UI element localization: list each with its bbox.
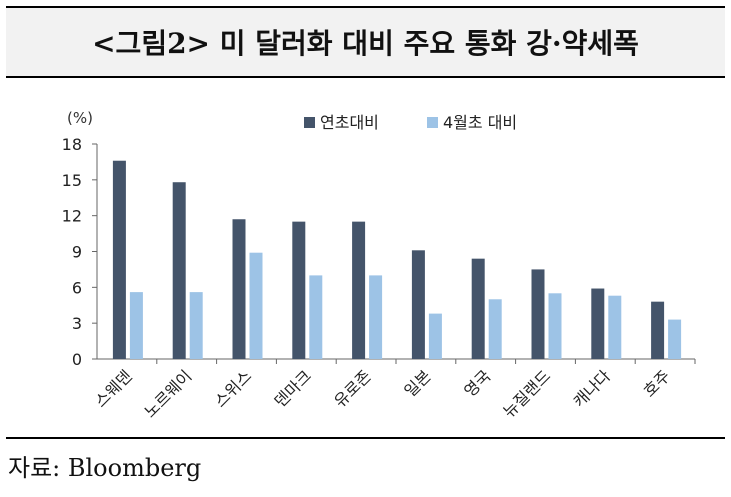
bar-since-april	[249, 252, 263, 359]
bar-ytd	[232, 219, 246, 359]
bar-since-april	[369, 275, 383, 359]
bar-ytd	[411, 250, 425, 359]
source-divider	[6, 437, 725, 439]
bar-since-april	[309, 275, 323, 359]
legend-swatch	[304, 117, 315, 128]
y-tick-label: 6	[72, 278, 82, 297]
bar-since-april	[488, 299, 502, 359]
y-tick-label: 18	[62, 135, 82, 154]
bar-since-april	[129, 292, 143, 359]
y-tick-label: 12	[62, 207, 82, 226]
chart-title: <그림2> 미 달러화 대비 주요 통화 강·약세폭	[92, 27, 639, 60]
y-tick-label: 15	[62, 171, 82, 190]
bar-ytd	[591, 288, 605, 359]
x-category-label: 캐나다	[569, 366, 614, 411]
bar-chart: (%) 0 3 6 9 12 15 18 스웨덴 노르웨이 스위스 덴마크 유로존 일본 영국 뉴질랜드 캐나다…	[62, 109, 696, 421]
legend-label: 4월초 대비	[443, 113, 517, 132]
bar-ytd	[352, 221, 366, 359]
bar-ytd	[531, 269, 545, 359]
x-category-label: 스위스	[211, 366, 256, 411]
source-note: 자료: Bloomberg	[8, 454, 202, 482]
y-axis-unit: (%)	[67, 109, 93, 127]
legend-swatch	[427, 117, 438, 128]
title-band: <그림2> 미 달러화 대비 주요 통화 강·약세폭	[6, 6, 725, 78]
x-category-label: 뉴질랜드	[499, 366, 554, 421]
bar-ytd	[471, 258, 485, 359]
bar-since-april	[608, 295, 622, 359]
bar-since-april	[189, 292, 203, 359]
x-category-label: 스웨덴	[91, 366, 136, 411]
bar-ytd	[172, 182, 186, 359]
x-category-label: 호주	[640, 366, 674, 400]
x-category-label: 덴마크	[270, 366, 315, 411]
legend-label: 연초대비	[320, 113, 379, 132]
bar-ytd	[292, 221, 306, 359]
x-category-label: 영국	[460, 366, 494, 400]
y-tick-label: 3	[72, 314, 82, 333]
bar-ytd	[112, 160, 126, 359]
x-category-label: 유로존	[330, 366, 375, 411]
bar-since-april	[668, 319, 682, 359]
y-tick-label: 0	[72, 350, 82, 369]
x-category-label: 노르웨이	[140, 366, 195, 421]
bar-since-april	[548, 293, 562, 359]
bar-since-april	[428, 313, 442, 359]
y-tick-label: 9	[72, 243, 82, 262]
x-category-label: 일본	[400, 366, 434, 400]
bar-ytd	[651, 301, 665, 359]
